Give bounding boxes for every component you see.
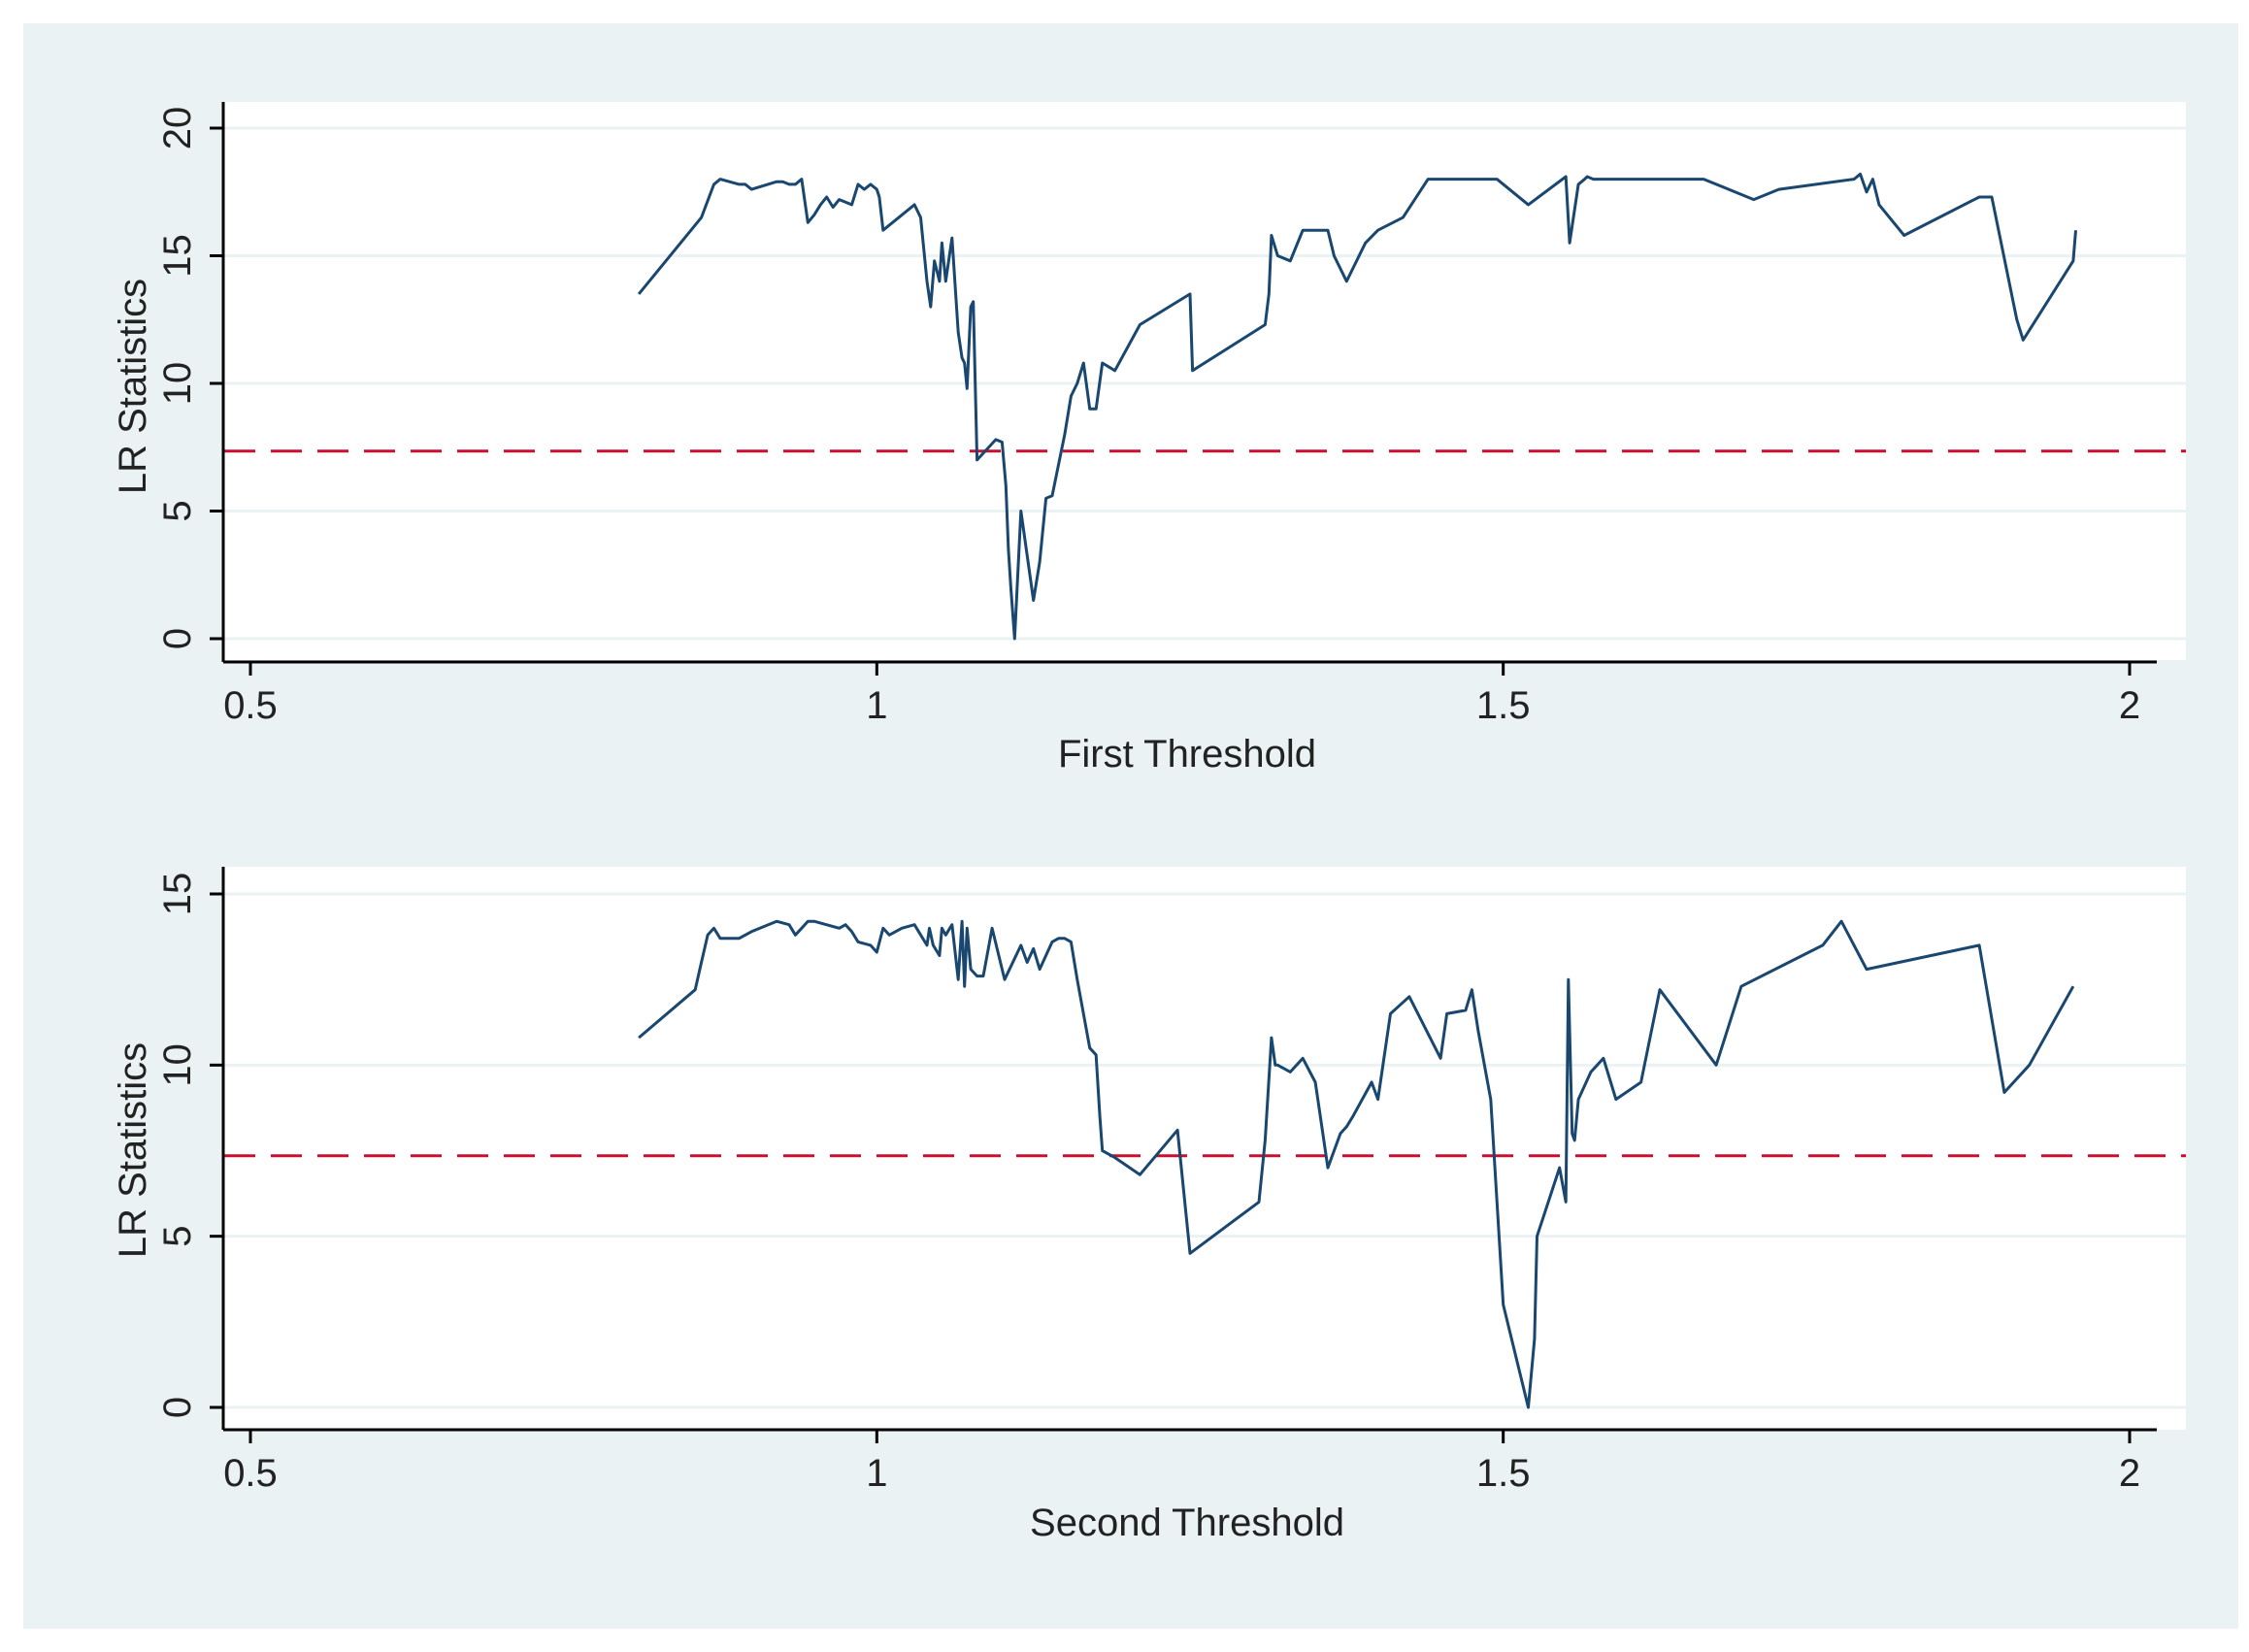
- x-tick-label: 1.5: [1476, 1452, 1531, 1495]
- y-axis-title: LR Statistics: [112, 279, 154, 494]
- y-tick-label: 5: [156, 1226, 199, 1247]
- y-ticks: 0 5 10 15: [156, 873, 223, 1418]
- y-tick-label: 10: [156, 1043, 199, 1087]
- y-tick-label: 15: [156, 873, 199, 916]
- x-tick-label: 1.5: [1476, 684, 1531, 727]
- x-tick-label: 1: [866, 684, 887, 727]
- x-tick-label: 0.5: [223, 1452, 278, 1495]
- x-ticks: 0.5 1 1.5 2: [223, 662, 2140, 727]
- y-tick-label: 15: [156, 234, 199, 278]
- y-tick-label: 0: [156, 628, 199, 649]
- y-tick-label: 0: [156, 1397, 199, 1418]
- y-tick-label: 5: [156, 500, 199, 521]
- plot-area: [223, 102, 2186, 660]
- lr-series: [637, 172, 2077, 641]
- plot-area: [223, 867, 2186, 1430]
- x-tick-label: 2: [2119, 1452, 2140, 1495]
- x-tick-label: 1: [866, 1452, 887, 1495]
- x-axis-title: Second Threshold: [1030, 1502, 1344, 1544]
- y-ticks: 0 5 10 15 20: [156, 107, 223, 649]
- series-line: [637, 172, 2077, 641]
- panel-second-threshold: 0 5 10 15 0.5 1 1.5 2 LR Statistics Second Thr…: [112, 867, 2186, 1544]
- x-tick-label: 0.5: [223, 684, 278, 727]
- x-tick-label: 2: [2119, 684, 2140, 727]
- x-axis-title: First Threshold: [1058, 733, 1316, 776]
- lr-series: [638, 919, 2075, 1409]
- x-ticks: 0.5 1 1.5 2: [223, 1430, 2140, 1495]
- y-axis-title: LR Statistics: [112, 1042, 154, 1258]
- panel-first-threshold: 0 5 10 15 20 0.5 1 1.5 2 LR Statistics First Th…: [112, 102, 2186, 776]
- series-line: [638, 919, 2075, 1409]
- gridlines: [224, 126, 2186, 641]
- y-tick-label: 10: [156, 362, 199, 406]
- y-tick-label: 20: [156, 107, 199, 150]
- gridlines: [224, 892, 2186, 1409]
